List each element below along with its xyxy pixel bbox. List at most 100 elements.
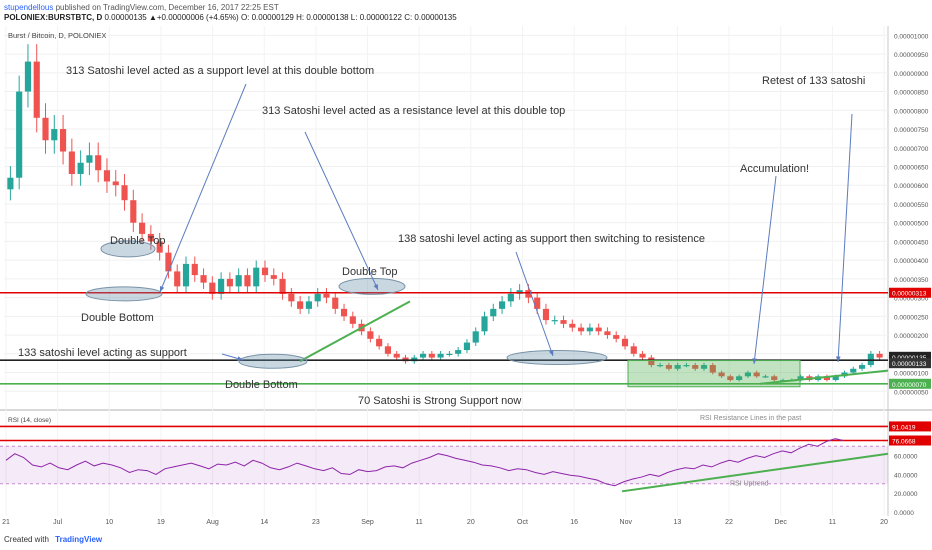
candle-body xyxy=(332,297,339,309)
candle-body xyxy=(621,338,629,347)
price-tick-label: 0.00000200 xyxy=(894,333,929,340)
arrow-head xyxy=(752,358,757,364)
candle-body xyxy=(174,271,181,287)
candle-body xyxy=(832,376,839,381)
annotation-arrow xyxy=(304,131,379,291)
arrow-head xyxy=(159,286,165,292)
candle-body xyxy=(376,338,383,347)
candle-body xyxy=(393,353,400,358)
rsi-tick-label: 0.0000 xyxy=(894,510,914,517)
candle-body xyxy=(648,357,655,366)
time-tick-label: 21 xyxy=(2,519,10,526)
annotation-text: 70 Satoshi is Strong Support now xyxy=(358,395,521,407)
candle-body xyxy=(560,320,567,324)
rsi-annotation: RSI Resistance Lines in the past xyxy=(700,415,801,422)
rsi-tick-label: 40.0000 xyxy=(894,472,918,479)
footer-credit: Created with TradingView xyxy=(4,535,102,544)
price-label: 0.00000133 xyxy=(892,361,927,368)
price-tick-label: 0.00000950 xyxy=(894,52,929,59)
candle-body xyxy=(472,331,479,343)
annotation-text: Retest of 133 satoshi xyxy=(762,75,865,87)
candle-body xyxy=(68,151,75,174)
candle-body xyxy=(762,376,769,378)
support-ellipse xyxy=(506,350,608,366)
candle-body xyxy=(481,316,488,332)
time-tick-label: 10 xyxy=(105,519,113,526)
time-tick-label: 11 xyxy=(829,519,836,526)
candle-body xyxy=(437,353,444,358)
candle-body xyxy=(446,353,453,356)
price-tick-label: 0.00000550 xyxy=(894,202,929,209)
candle-body xyxy=(876,353,883,358)
rsi-title: RSI (14, close) xyxy=(8,417,51,424)
candle-body xyxy=(367,331,374,339)
annotation-text: 133 satoshi level acting as support xyxy=(18,347,187,359)
time-tick-label: Jul xyxy=(53,519,62,526)
price-tick-label: 0.00000250 xyxy=(894,314,929,321)
price-label: 0.00000070 xyxy=(892,382,927,389)
arrow-head xyxy=(373,284,378,290)
created-with-text: Created with xyxy=(4,535,49,544)
candle-body xyxy=(314,293,321,302)
candle-body xyxy=(578,327,585,332)
annotation-arrow xyxy=(837,113,853,363)
candle-body xyxy=(569,323,576,328)
rsi-uptrend-line xyxy=(621,452,889,493)
candle-body xyxy=(490,308,497,317)
candle-body xyxy=(42,117,49,141)
candle-body xyxy=(718,372,725,377)
annotation-text: 313 Satoshi level acted as a support lev… xyxy=(66,65,374,77)
tradingview-logo[interactable]: TradingView xyxy=(55,535,103,544)
price-tick-label: 0.00000300 xyxy=(894,296,929,303)
price-tick-label: 0.00000400 xyxy=(894,258,929,265)
candle-body xyxy=(630,346,637,354)
candle-body xyxy=(130,200,137,223)
candle-body xyxy=(253,267,260,287)
candle-body xyxy=(463,342,471,351)
candle-body xyxy=(850,368,857,373)
annotation-text: 313 Satoshi level acted as a resistance … xyxy=(262,105,565,117)
candle-body xyxy=(121,185,128,201)
author-link[interactable]: stupendellous xyxy=(4,3,54,12)
candle-body xyxy=(753,372,760,377)
chart-title: Burst / Bitcoin, D, POLONIEX xyxy=(8,31,106,40)
price-tick-label: 0.00000050 xyxy=(894,389,929,396)
rsi-value-label: 91.0419 xyxy=(892,424,916,431)
price-tick-label: 0.00000450 xyxy=(894,239,929,246)
annotation-arrow xyxy=(159,83,247,293)
candle-body xyxy=(182,263,190,287)
candle-body xyxy=(103,170,111,182)
annotation-text: Double Top xyxy=(110,235,165,247)
chart-svg[interactable]: 0.00001000 0.00000950 0.00000900 0.00000850… xyxy=(0,26,932,530)
time-tick-label: 22 xyxy=(725,519,733,526)
candle-body xyxy=(797,376,804,381)
price-tick-label: 0.00000650 xyxy=(894,164,929,171)
candle-body xyxy=(340,308,348,317)
time-tick-label: 20 xyxy=(880,519,888,526)
chart-header: stupendellous published on TradingView.c… xyxy=(0,0,932,26)
candle-body xyxy=(428,353,435,358)
price-label-bg xyxy=(889,287,931,298)
candle-body xyxy=(551,320,558,322)
candle-body xyxy=(498,301,506,309)
candle-body xyxy=(858,365,866,369)
annotation-arrow xyxy=(753,175,777,365)
publish-line: stupendellous published on TradingView.c… xyxy=(4,3,279,12)
time-tick-label: Dec xyxy=(774,519,787,526)
time-tick-label: Aug xyxy=(206,519,219,526)
candle-body xyxy=(95,155,102,171)
candle-body xyxy=(665,365,672,369)
price-tick-label: 0.00001000 xyxy=(894,33,929,40)
chart-area[interactable]: 0.00001000 0.00000950 0.00000900 0.00000850… xyxy=(0,26,932,530)
candle-body xyxy=(305,301,312,309)
ohlc-values: 0.00000135 ▲+0.00000006 (+4.65%) O: 0.00… xyxy=(104,13,457,22)
trend-line xyxy=(759,369,889,385)
time-tick-label: 16 xyxy=(570,519,578,526)
annotation-text: Double Bottom xyxy=(81,312,154,324)
candle-body xyxy=(613,335,620,339)
candle-body xyxy=(165,252,172,272)
double-top-ellipse xyxy=(338,277,406,295)
candle-body xyxy=(244,275,251,287)
candle-body xyxy=(823,376,831,381)
candle-body xyxy=(209,282,216,294)
